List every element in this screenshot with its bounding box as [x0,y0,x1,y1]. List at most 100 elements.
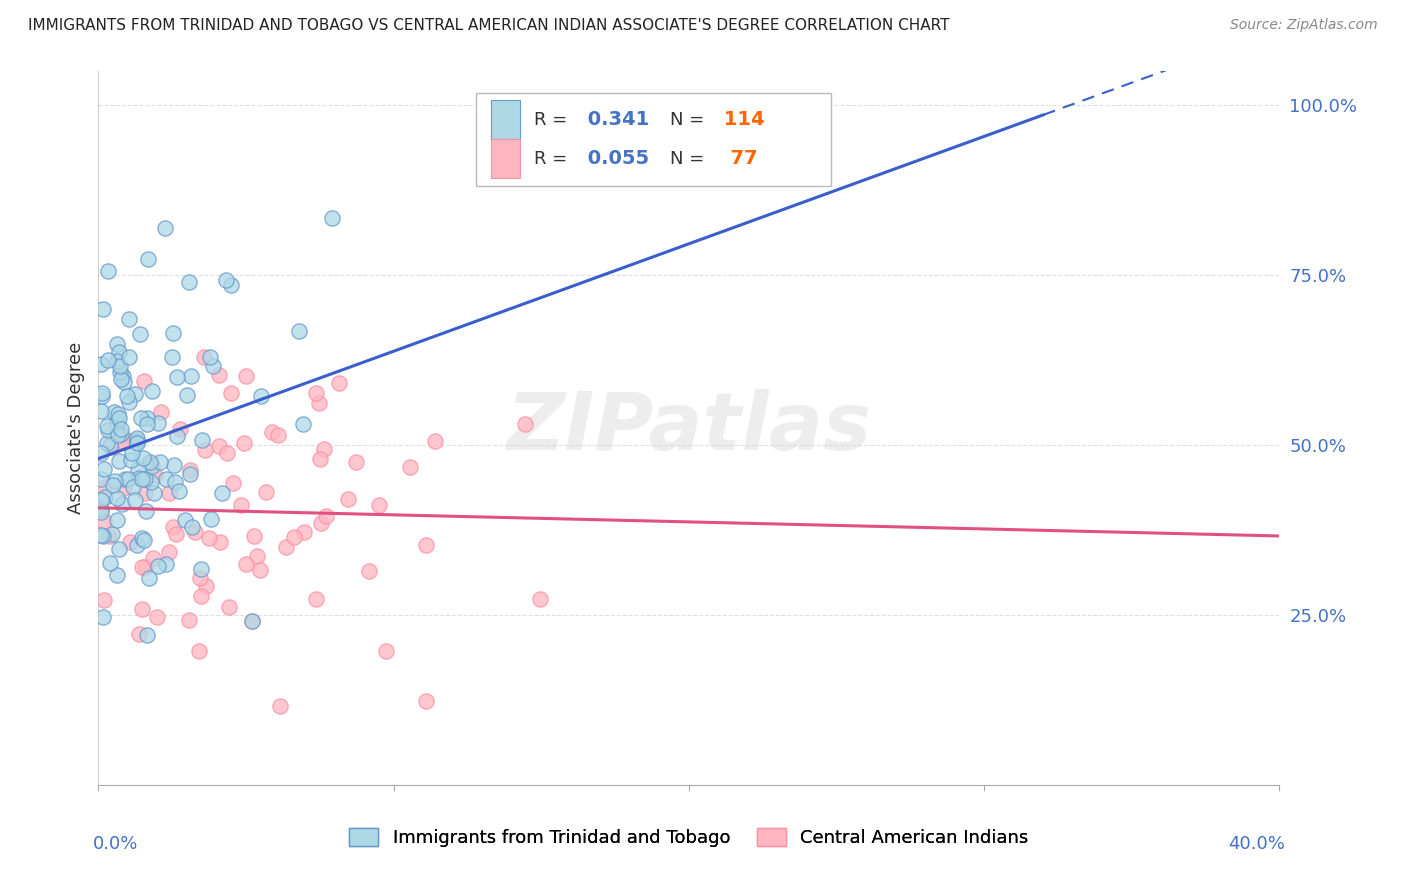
Point [529,592,551,607]
Text: ZIPatlas: ZIPatlas [506,389,872,467]
Point [231,498,253,512]
Point [163,458,186,472]
Point [128,627,150,641]
Point [254,485,277,500]
Point [105,567,128,582]
Point [118,394,141,409]
Point [134,472,156,486]
Point [157,486,180,500]
Point [114,435,136,450]
Point [312,442,335,457]
Point [112,481,135,495]
Point [179,467,201,482]
Point [127,462,149,476]
Point [131,472,153,486]
Text: R =: R = [534,150,574,168]
Point [166,370,188,384]
Point [367,498,389,512]
Point [162,519,184,533]
Text: R =: R = [534,111,574,128]
Point [328,376,350,391]
Point [246,549,269,563]
Point [209,535,232,549]
Point [125,435,148,450]
Point [308,395,330,409]
Point [110,421,132,435]
Point [124,387,146,401]
Point [135,504,157,518]
Point [118,350,141,364]
Point [200,351,222,365]
Point [217,446,239,460]
Text: 0.0%: 0.0% [93,835,138,853]
Point [219,277,242,292]
Point [166,429,188,443]
Point [90,527,112,541]
Point [90,505,112,519]
Point [337,492,360,507]
Point [112,375,135,389]
Y-axis label: Associate's Degree: Associate's Degree [66,342,84,515]
Point [90,403,112,417]
Point [267,427,290,442]
Point [138,456,160,470]
Point [309,516,332,530]
Point [292,417,315,431]
Point [107,337,129,351]
Point [262,425,284,440]
Point [208,439,231,453]
Point [242,529,264,543]
Point [176,387,198,401]
Point [222,476,245,491]
Point [250,389,273,403]
Point [105,416,128,430]
Point [235,558,257,572]
Point [146,417,169,431]
Point [96,436,118,450]
Point [193,350,215,364]
Point [107,411,129,425]
Point [169,483,191,498]
Point [141,458,163,473]
Point [240,614,263,628]
Point [190,589,212,603]
Point [321,211,343,226]
Point [165,526,187,541]
Point [121,445,143,459]
Point [138,571,160,585]
Point [139,475,162,489]
Point [124,493,146,508]
Point [134,560,156,574]
Point [93,462,115,476]
Point [98,556,121,570]
Point [134,486,156,500]
Point [179,275,201,289]
Point [305,386,328,401]
Point [235,368,257,383]
Text: N =: N = [671,111,710,128]
Point [201,359,224,373]
Point [375,644,398,658]
Point [346,455,368,469]
Point [97,264,120,278]
Point [127,431,149,445]
Point [211,486,233,500]
Point [103,475,125,489]
Point [160,351,183,365]
Text: 0.055: 0.055 [582,149,650,169]
Point [108,344,131,359]
Point [107,428,129,442]
Point [181,520,204,534]
Point [91,609,114,624]
Point [131,559,153,574]
Point [274,540,297,554]
Point [195,579,218,593]
Point [157,545,180,559]
Point [288,324,311,338]
Point [135,628,157,642]
Point [97,352,120,367]
Point [128,470,150,484]
Point [101,526,124,541]
Point [90,357,112,371]
Text: 0.341: 0.341 [582,110,650,129]
